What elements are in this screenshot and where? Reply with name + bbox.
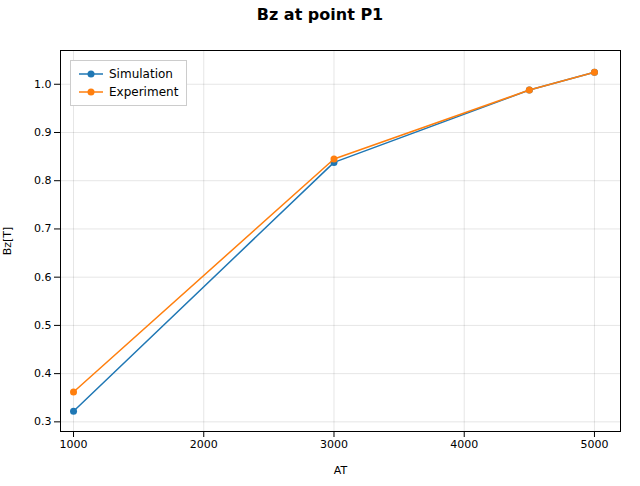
svg-text:0.5: 0.5 — [34, 319, 52, 332]
svg-text:0.9: 0.9 — [34, 126, 52, 139]
svg-text:1000: 1000 — [60, 438, 88, 451]
svg-text:0.3: 0.3 — [34, 415, 52, 428]
svg-text:AT: AT — [334, 464, 348, 477]
svg-text:0.7: 0.7 — [34, 222, 52, 235]
svg-text:Bz[T]: Bz[T] — [1, 227, 14, 256]
html-text:Bz at point P1: Bz at point P1 — [256, 5, 384, 24]
svg-text:0.6: 0.6 — [34, 271, 52, 284]
html-text:Experiment: Experiment — [109, 85, 179, 99]
svg-text:3000: 3000 — [320, 438, 348, 451]
html-text:Simulation: Simulation — [109, 67, 173, 81]
svg-text:0.4: 0.4 — [34, 367, 52, 380]
svg-text:1.0: 1.0 — [34, 78, 52, 91]
svg-text:4000: 4000 — [450, 438, 478, 451]
svg-text:5000: 5000 — [580, 438, 608, 451]
svg-text:0.8: 0.8 — [34, 174, 52, 187]
svg-text:2000: 2000 — [190, 438, 218, 451]
